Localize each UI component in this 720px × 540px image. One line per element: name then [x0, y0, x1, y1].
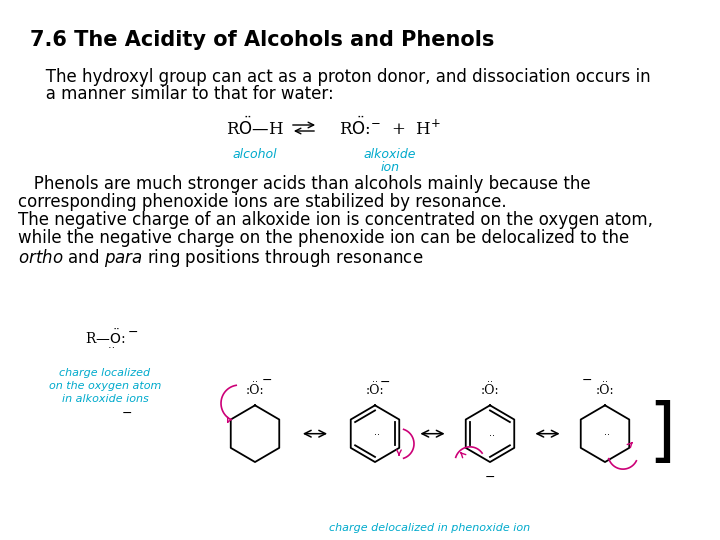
Text: on the oxygen atom: on the oxygen atom: [49, 381, 161, 391]
Text: ··: ··: [604, 430, 610, 440]
Text: :O:: :O:: [366, 383, 384, 397]
Text: alkoxide: alkoxide: [364, 148, 416, 161]
Text: a manner similar to that for water:: a manner similar to that for water:: [30, 85, 334, 103]
Text: ··: ··: [489, 431, 495, 441]
Text: R$\ddot{\rm O}$:$^{-}$  +  H$^{+}$: R$\ddot{\rm O}$:$^{-}$ + H$^{+}$: [339, 117, 441, 139]
Text: R$\ddot{\rm O}$—H: R$\ddot{\rm O}$—H: [226, 117, 284, 139]
Text: :O:: :O:: [246, 383, 264, 397]
Text: :O:: :O:: [481, 383, 499, 397]
Text: $\it{ortho}$ and $\it{para}$ ring positions through resonance: $\it{ortho}$ and $\it{para}$ ring positi…: [18, 247, 423, 269]
Text: charge localized: charge localized: [60, 368, 150, 378]
Text: ··: ··: [602, 377, 608, 387]
Text: alcohol: alcohol: [233, 148, 277, 161]
Text: while the negative charge on the phenoxide ion can be delocalized to the: while the negative charge on the phenoxi…: [18, 229, 629, 247]
Text: Phenols are much stronger acids than alcohols mainly because the: Phenols are much stronger acids than alc…: [18, 175, 590, 193]
Text: ··: ··: [487, 377, 493, 387]
Text: ··: ··: [372, 377, 378, 387]
Text: :O:: :O:: [595, 383, 614, 397]
Text: charge delocalized in phenoxide ion: charge delocalized in phenoxide ion: [330, 523, 531, 533]
Text: −: −: [379, 375, 390, 389]
Text: ··: ··: [108, 343, 119, 353]
Text: ··: ··: [252, 377, 258, 387]
Text: ]: ]: [648, 400, 675, 467]
Text: −: −: [485, 471, 495, 484]
Text: 7.6 The Acidity of Alcohols and Phenols: 7.6 The Acidity of Alcohols and Phenols: [30, 30, 495, 50]
Text: The negative charge of an alkoxide ion is concentrated on the oxygen atom,: The negative charge of an alkoxide ion i…: [18, 211, 653, 229]
Text: in alkoxide ions: in alkoxide ions: [62, 394, 148, 404]
Text: corresponding phenoxide ions are stabilized by resonance.: corresponding phenoxide ions are stabili…: [18, 193, 507, 211]
Text: −: −: [122, 407, 132, 420]
Text: ion: ion: [380, 161, 400, 174]
Text: ··: ··: [374, 430, 380, 440]
Text: R—$\ddot{\rm O}$:: R—$\ddot{\rm O}$:: [85, 329, 125, 347]
Text: −: −: [127, 326, 138, 339]
Text: −: −: [582, 374, 593, 387]
Text: −: −: [262, 374, 272, 387]
Text: The hydroxyl group can act as a proton donor, and dissociation occurs in: The hydroxyl group can act as a proton d…: [30, 68, 651, 86]
